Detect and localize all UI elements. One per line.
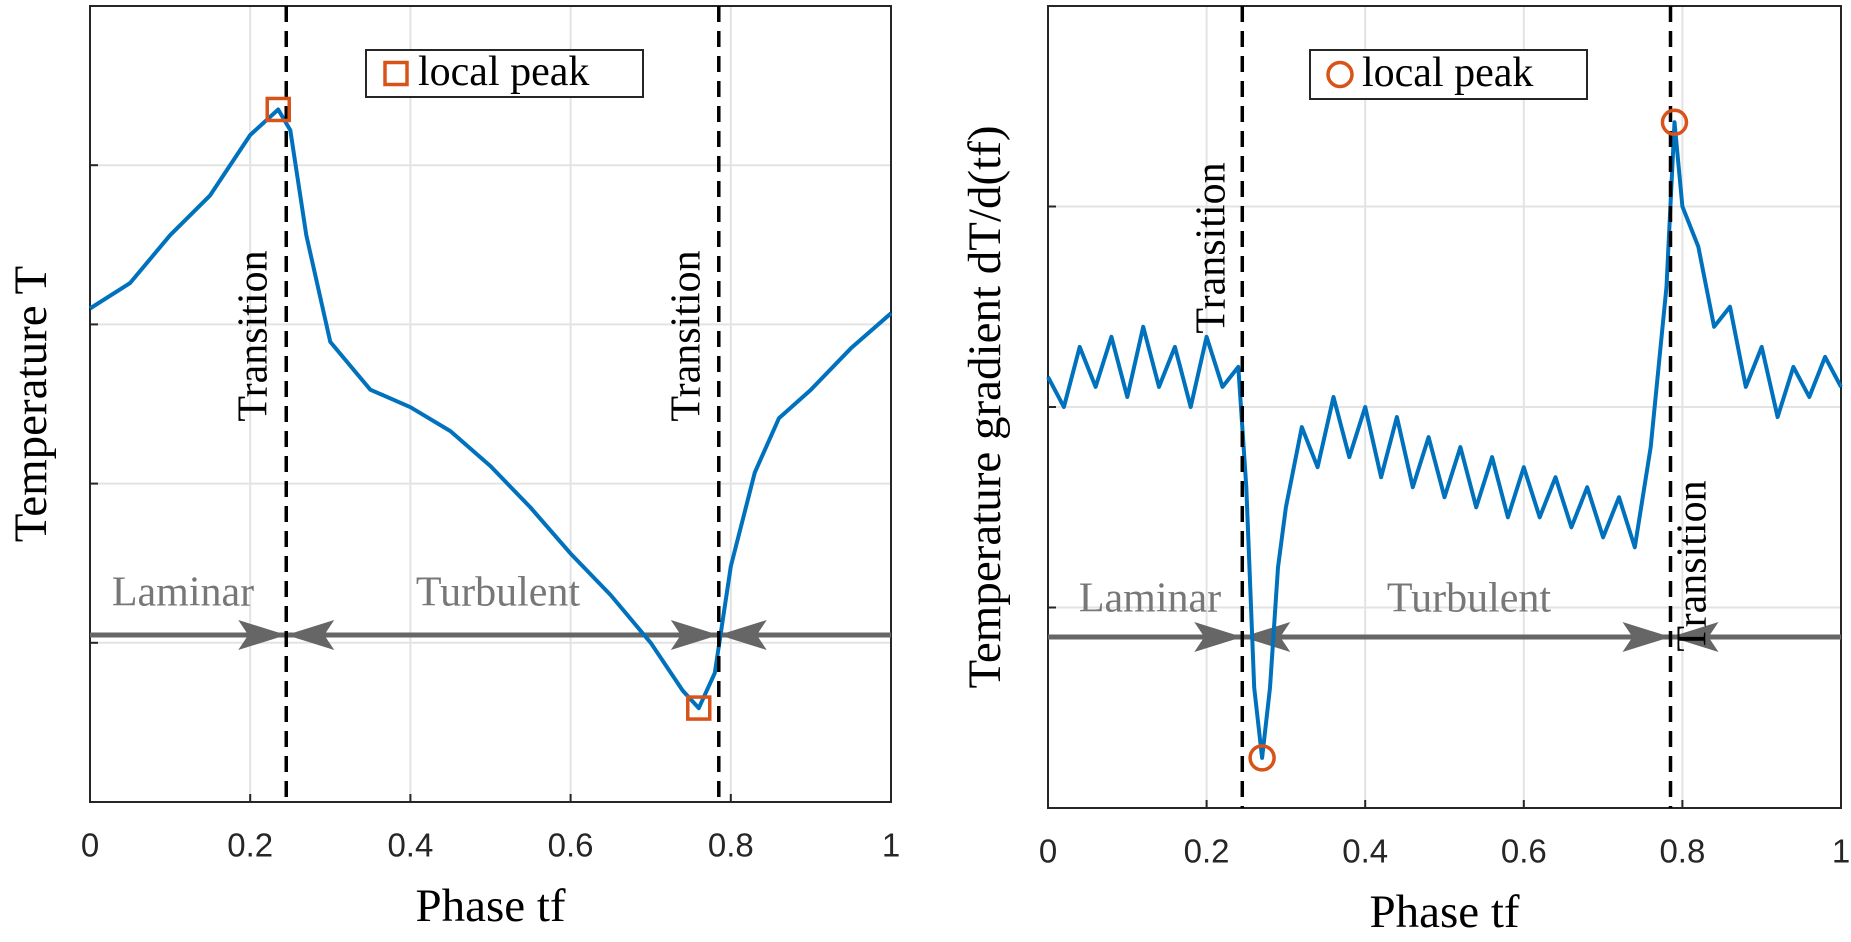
transition-label: Transition (231, 250, 277, 421)
x-axis-label: Phase tf (1369, 886, 1519, 938)
arrow-head (238, 620, 287, 650)
region-label: Laminar (1079, 576, 1221, 622)
transition-label: Transition (664, 250, 710, 421)
arrow-head (670, 620, 719, 650)
arrow-head (718, 620, 767, 650)
data-line (1046, 120, 1843, 760)
x-tick-label: 0.6 (548, 827, 594, 864)
x-tick-label: 1 (882, 827, 900, 864)
y-axis-label: Temperature T (5, 266, 57, 542)
x-tick-label: 1 (1832, 833, 1850, 870)
x-tick-label: 0 (81, 827, 99, 864)
legend-box (1309, 49, 1588, 100)
axes-frame (1047, 5, 1842, 809)
legend-label: local peak (1362, 50, 1533, 96)
x-tick-label: 0.4 (387, 827, 433, 864)
peak-marker (686, 695, 712, 721)
region-label: Turbulent (416, 570, 580, 616)
x-axis-label: Phase tf (415, 880, 565, 932)
legend-box (365, 49, 644, 98)
x-tick-label: 0.4 (1342, 833, 1388, 870)
legend-label: local peak (418, 49, 589, 95)
axes-frame (89, 5, 892, 803)
transition-label: Transition (1189, 162, 1235, 333)
peak-marker (265, 96, 291, 123)
transition-label: Transition (1670, 480, 1716, 651)
x-tick-label: 0.2 (227, 827, 273, 864)
arrow-head (286, 620, 335, 650)
region-label: Turbulent (1387, 576, 1551, 622)
x-tick-label: 0.6 (1501, 833, 1547, 870)
x-tick-label: 0.8 (1659, 833, 1705, 870)
data-line (88, 107, 893, 711)
arrow-head (1670, 622, 1719, 652)
plot-area (90, 6, 891, 802)
peak-marker (1660, 108, 1689, 137)
region-label: Laminar (112, 570, 254, 616)
x-tick-label: 0 (1039, 833, 1057, 870)
arrow-head (1622, 622, 1671, 652)
arrow-head (1194, 622, 1243, 652)
x-tick-label: 0.2 (1184, 833, 1230, 870)
peak-marker (1326, 60, 1354, 89)
peak-marker (383, 60, 409, 87)
x-tick-label: 0.8 (708, 827, 754, 864)
arrow-head (1242, 622, 1291, 652)
y-axis-label: Temperature gradient dT/d(tf) (959, 125, 1011, 688)
peak-marker (1248, 744, 1276, 772)
